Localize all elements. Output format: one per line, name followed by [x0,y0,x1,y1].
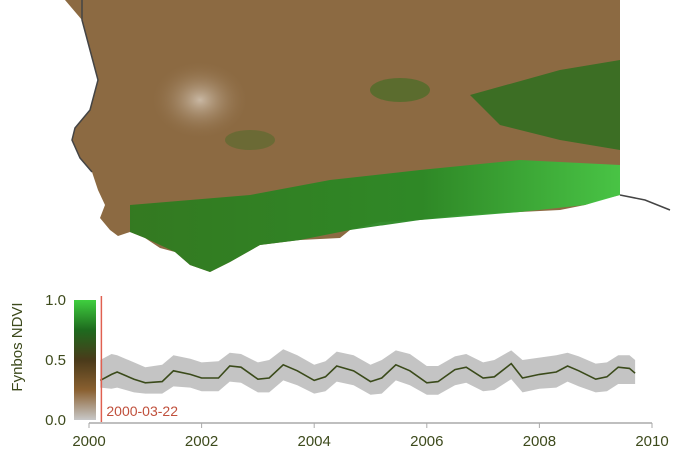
y-tick-label: 0.0 [45,412,66,429]
vegetation-patch [370,78,430,102]
y-axis-label: Fynbos NDVI [9,302,26,391]
vegetation-east [470,60,620,150]
ndvi-mean-line [99,362,636,384]
y-tick-label: 1.0 [45,292,66,309]
x-tick-label: 2002 [185,433,218,450]
x-tick-label: 2008 [523,433,556,450]
coastline [71,0,671,211]
colorbar-gradient [74,300,96,420]
x-tick-label: 2004 [298,433,331,450]
y-tick-label: 0.5 [45,352,66,369]
vegetation-patch [225,130,275,150]
x-tick-label: 2000 [72,433,105,450]
ndvi-chart: 2000-03-22 2000 2002 2004 2006 2008 2010 0.0 0… [9,292,669,450]
x-tick-label: 2006 [410,433,443,450]
current-date-label: 2000-03-22 [106,403,178,419]
bare-region [150,60,250,140]
ndvi-map [65,0,671,272]
vegetation-south-coast [130,160,620,272]
ndvi-range-band [100,349,636,395]
x-tick-label: 2010 [635,433,668,450]
colorbar [74,300,96,420]
